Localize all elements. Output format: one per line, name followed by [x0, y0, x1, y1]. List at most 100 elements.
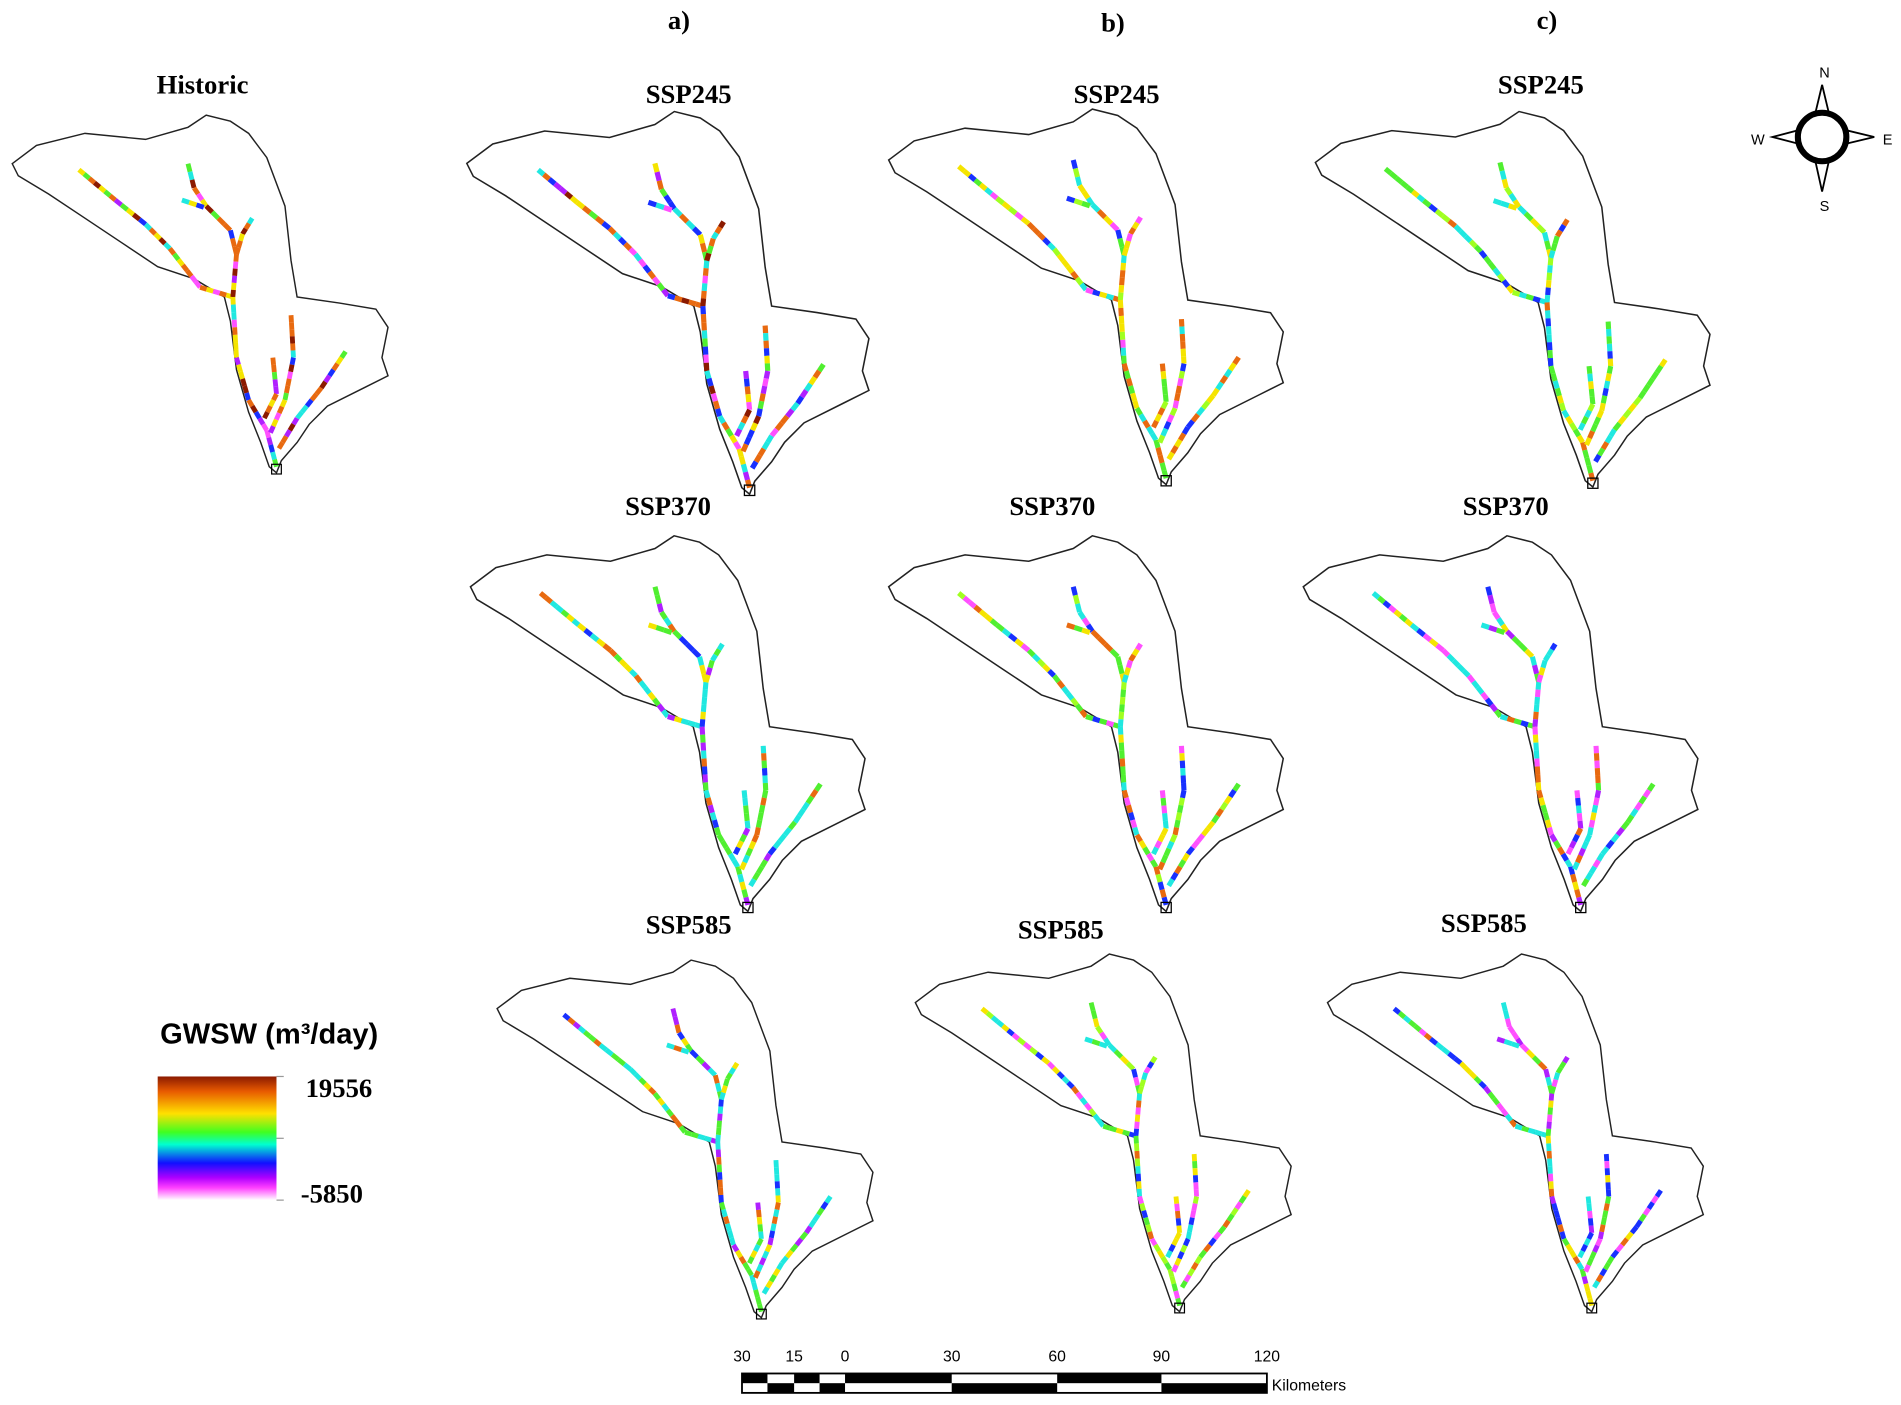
stream-cell: [1119, 704, 1125, 713]
stream-cell: [1159, 462, 1167, 472]
stream-cell: [238, 233, 245, 242]
stream-cell: [737, 421, 746, 431]
stream-cell: [261, 423, 269, 432]
stream-cell: [1393, 609, 1403, 618]
stream-cell: [1230, 1207, 1239, 1217]
watershed-outline: [887, 108, 1285, 486]
stream-cell: [1155, 447, 1163, 456]
stream-cell: [708, 237, 716, 247]
stream-cell: [1456, 663, 1466, 673]
stream-cell: [1483, 255, 1492, 265]
stream-cell: [1228, 362, 1237, 372]
stream-cell: [1161, 805, 1168, 814]
stream-cell: [1130, 819, 1138, 829]
stream-cell: [742, 471, 751, 481]
stream-cell: [1026, 221, 1036, 231]
stream-cell: [749, 1274, 756, 1284]
stream-cell: [1172, 400, 1180, 409]
stream-cell: [1085, 287, 1094, 295]
stream-cell: [1171, 1283, 1179, 1292]
stream-cell: [1075, 1091, 1084, 1100]
stream-cell: [1542, 231, 1550, 242]
stream-cell: [335, 356, 344, 366]
stream-cell: [1583, 1283, 1591, 1292]
stream-cell: [268, 398, 276, 408]
stream-cell: [957, 164, 966, 173]
stream-cell: [1400, 180, 1409, 189]
stream-cell: [1157, 861, 1166, 871]
stream-cell: [1612, 421, 1622, 432]
stream-cell: [1550, 372, 1558, 382]
stream-cell: [1174, 865, 1183, 875]
stream-cell: [1650, 1195, 1659, 1204]
stream-cell: [717, 1106, 724, 1114]
stream-cell: [1577, 820, 1584, 829]
stream-cell: [1119, 277, 1125, 286]
stream-cell: [732, 846, 741, 856]
stream-cell: [703, 1135, 712, 1143]
stream-cell: [1011, 1032, 1020, 1041]
outlet: [1160, 901, 1172, 914]
stream-cell: [176, 258, 185, 267]
stream-cell: [602, 643, 613, 653]
stream-cell: [1169, 833, 1178, 843]
stream-cell: [236, 240, 243, 249]
stream-cell: [1547, 265, 1553, 273]
stream-cell: [1056, 680, 1066, 690]
outlet: [742, 901, 754, 914]
stream-cell: [1392, 1006, 1401, 1015]
stream-cell: [1161, 378, 1168, 387]
stream-cell: [268, 444, 275, 453]
stream-cell: [185, 163, 193, 173]
stream-cell: [1576, 813, 1583, 822]
stream-cell: [663, 627, 673, 635]
stream-cell: [1219, 801, 1229, 811]
stream-cell: [784, 1249, 794, 1259]
stream-cell: [797, 808, 806, 818]
stream-cell: [1001, 1024, 1010, 1033]
stream-cell: [266, 436, 274, 446]
stream-cell: [1543, 1068, 1551, 1078]
stream-cell: [560, 609, 570, 618]
stream-cell: [262, 411, 270, 420]
stream-cell: [1133, 1128, 1139, 1137]
stream-cell: [748, 878, 757, 888]
stream-cell: [1605, 839, 1615, 850]
stream-cell: [566, 613, 575, 623]
panel-title: SSP370: [1463, 491, 1549, 521]
stream-cell: [1142, 419, 1151, 429]
stream-cell: [729, 1237, 736, 1246]
stream-cell: [1166, 840, 1175, 850]
stream-cell: [723, 1078, 730, 1087]
stream-cell: [1020, 643, 1031, 653]
stream-cell: [769, 427, 779, 438]
stream-cell: [1549, 1195, 1557, 1205]
stream-cell: [820, 1201, 829, 1210]
stream-cell: [700, 290, 707, 299]
stream-cell: [1590, 423, 1598, 433]
stream-cell: [1646, 782, 1656, 792]
legend-box: [121, 994, 425, 1067]
stream-cell: [1151, 419, 1159, 429]
stream-cell: [1222, 1219, 1231, 1229]
stream-cell: [697, 656, 705, 666]
stream-cell: [1189, 1210, 1197, 1219]
stream-cell: [661, 288, 670, 298]
stream-cell: [799, 1231, 809, 1241]
stream-cell: [731, 859, 740, 869]
stream-cell: [596, 638, 606, 648]
stream-cell: [1181, 852, 1190, 862]
stream-cell: [271, 392, 279, 402]
stream-cell: [1646, 377, 1655, 387]
stream-cell: [618, 658, 628, 668]
stream-cell: [1128, 385, 1136, 395]
stream-cell: [1085, 714, 1094, 722]
stream-cell: [1555, 229, 1563, 238]
stream-cell: [1511, 1031, 1520, 1041]
stream-cell: [716, 642, 725, 651]
stream-cell: [1115, 1127, 1124, 1135]
stream-cell: [1162, 386, 1168, 395]
stream-cell: [1135, 215, 1143, 225]
stream-cell: [1088, 1001, 1096, 1012]
stream-cell: [748, 840, 757, 850]
